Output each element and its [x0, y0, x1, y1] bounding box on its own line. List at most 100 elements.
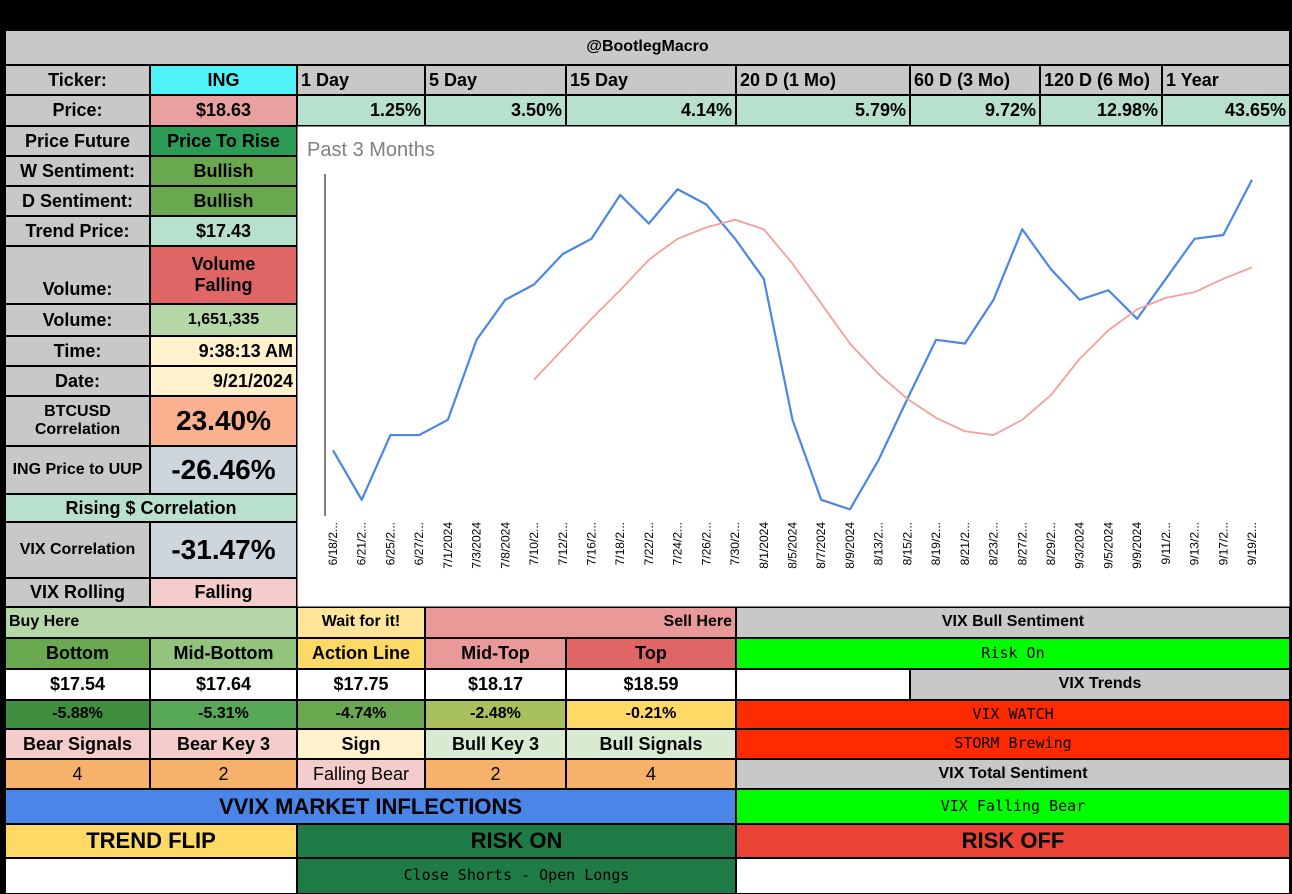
metric-value: Falling — [150, 578, 297, 607]
metric-label: Time: — [5, 336, 150, 366]
vix-status: VIX Falling Bear — [736, 789, 1290, 824]
action: Close Shorts - Open Longs — [297, 858, 736, 894]
x-tick-label: 8/19/2... — [929, 522, 943, 565]
metric-value: 1,651,335 — [150, 304, 297, 336]
metric-value: 9:38:13 AM — [150, 336, 297, 366]
x-tick-label: 7/8/2024 — [498, 522, 512, 569]
level-name: Mid-Top — [425, 638, 566, 669]
x-tick-label: 9/5/2024 — [1101, 522, 1115, 569]
x-tick-label: 6/18/2... — [326, 522, 340, 565]
metric-value: 9/21/2024 — [150, 366, 297, 396]
period: 15 Day — [566, 65, 736, 95]
metric-label: Date: — [5, 366, 150, 396]
x-tick-label: 7/12/2... — [556, 522, 570, 565]
level-price: $17.75 — [297, 669, 425, 700]
level-pct: -5.88% — [5, 700, 150, 729]
x-tick-label: 6/21/2... — [355, 522, 369, 565]
x-tick-label: 8/9/2024 — [843, 522, 857, 569]
metric-value: Volume Falling — [150, 246, 297, 304]
inflections-title: VVIX MARKET INFLECTIONS — [5, 789, 736, 824]
series-line — [533, 218, 1253, 436]
signal-name: Sign — [297, 729, 425, 759]
metric-label: BTCUSD Correlation — [5, 396, 150, 446]
period: 5 Day — [425, 65, 566, 95]
signal-name: Bull Signals — [566, 729, 736, 759]
x-tick-label: 9/9/2024 — [1130, 522, 1144, 569]
level-name: Mid-Bottom — [150, 638, 297, 669]
blank — [736, 669, 910, 700]
vix-title: VIX Bull Sentiment — [736, 607, 1290, 638]
signal-count: 2 — [150, 759, 297, 789]
x-tick-label: 6/25/2... — [383, 522, 397, 565]
trend-flip: TREND FLIP — [5, 824, 297, 858]
x-tick-label: 9/17/2... — [1216, 522, 1230, 565]
x-tick-label: 8/27/2... — [1015, 522, 1029, 565]
vix-status: Risk On — [736, 638, 1290, 669]
period: 120 D (6 Mo) — [1040, 65, 1162, 95]
metric-label: W Sentiment: — [5, 156, 150, 186]
metric-label: VIX Rolling — [5, 578, 150, 607]
x-tick-label: 8/23/2... — [987, 522, 1001, 565]
vix-status: STORM Brewing — [736, 729, 1290, 759]
level-price: $17.54 — [5, 669, 150, 700]
metric-label: VIX Correlation — [5, 522, 150, 578]
ticker: ING — [150, 65, 297, 95]
signal-count: 4 — [566, 759, 736, 789]
price: $18.63 — [150, 95, 297, 126]
x-tick-label: 7/1/2024 — [441, 522, 455, 569]
return: 12.98% — [1040, 95, 1162, 126]
signal-name: Bear Signals — [5, 729, 150, 759]
signal-name: Bear Key 3 — [150, 729, 297, 759]
chart-title: Past 3 Months — [307, 139, 435, 161]
blank — [736, 858, 1290, 894]
level-price: $18.59 — [566, 669, 736, 700]
metric-value: -31.47% — [150, 522, 297, 578]
metric-label: ING Price to UUP — [5, 446, 150, 494]
x-tick-label: 8/13/2... — [872, 522, 886, 565]
level-name: Top — [566, 638, 736, 669]
metric-value: $17.43 — [150, 216, 297, 246]
x-tick-label: 6/27/2... — [412, 522, 426, 565]
risk-on: RISK ON — [297, 824, 736, 858]
chart: Past 3 Months 6/18/2... 6/21/2... 6/25/2..… — [297, 126, 1290, 607]
blank — [5, 858, 297, 894]
signal-count: 4 — [5, 759, 150, 789]
metric-value: Bullish — [150, 186, 297, 216]
level-price: $17.64 — [150, 669, 297, 700]
metric-label: Trend Price: — [5, 216, 150, 246]
return: 1.25% — [297, 95, 425, 126]
x-tick-label: 7/30/2... — [728, 522, 742, 565]
metric-label: D Sentiment: — [5, 186, 150, 216]
x-tick-label: 8/21/2... — [958, 522, 972, 565]
x-tick-label: 7/10/2... — [527, 522, 541, 565]
level-name: Action Line — [297, 638, 425, 669]
x-tick-label: 8/7/2024 — [814, 522, 828, 569]
level-pct: -2.48% — [425, 700, 566, 729]
x-tick-label: 8/15/2... — [900, 522, 914, 565]
signal-count: 2 — [425, 759, 566, 789]
chart-background — [297, 126, 1290, 607]
metric-value: 23.40% — [150, 396, 297, 446]
level-pct: -0.21% — [566, 700, 736, 729]
risk-off: RISK OFF — [736, 824, 1290, 858]
x-tick-label: 9/3/2024 — [1073, 522, 1087, 569]
vix-status: VIX WATCH — [736, 700, 1290, 729]
metric-label: Price Future — [5, 126, 150, 156]
x-tick-label: 9/13/2... — [1188, 522, 1202, 565]
x-tick-label: 7/26/2... — [699, 522, 713, 565]
metric-label: Volume: — [5, 304, 150, 336]
return: 3.50% — [425, 95, 566, 126]
x-tick-label: 8/5/2024 — [786, 522, 800, 569]
series-line — [332, 179, 1253, 511]
period: 1 Year — [1162, 65, 1290, 95]
sell-label: Sell Here — [425, 607, 736, 638]
wait-label: Wait for it! — [297, 607, 425, 638]
return: 43.65% — [1162, 95, 1290, 126]
metric-label: Volume: — [5, 246, 150, 304]
x-tick-label: 7/16/2... — [584, 522, 598, 565]
metric-value: -26.46% — [150, 446, 297, 494]
metric-value: Price To Rise — [150, 126, 297, 156]
x-tick-label: 8/1/2024 — [757, 522, 771, 569]
x-tick-label: 7/18/2... — [613, 522, 627, 565]
